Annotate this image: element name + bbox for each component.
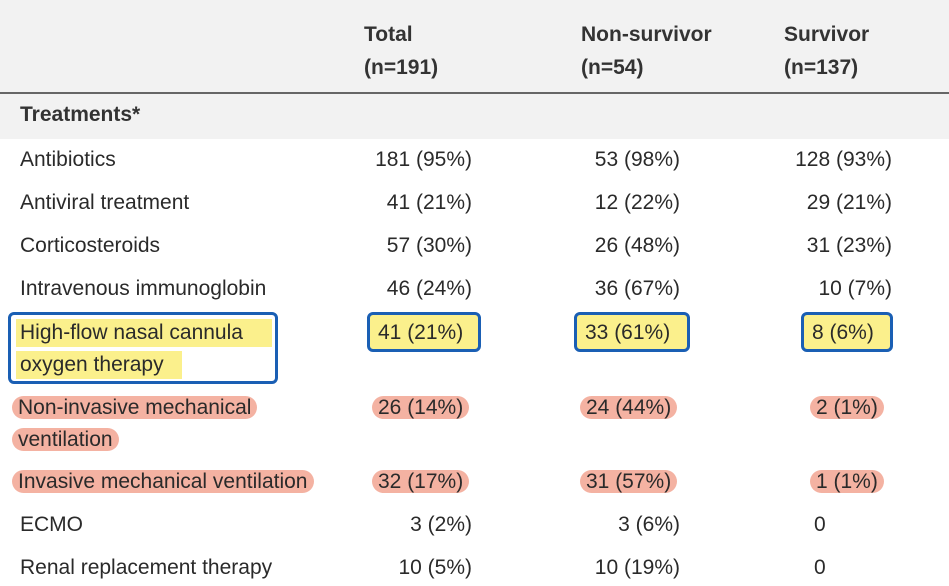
cell-survivor: 0 [814, 513, 826, 536]
highlight-box-total: 41 (21%) [367, 312, 481, 352]
header-total-title: Total [364, 23, 413, 46]
table-row: ECMO 3 (2%) 3 (6%) 0 [0, 509, 949, 541]
highlight-box-non-survivor: 33 (61%) [574, 312, 690, 352]
cell-survivor: 128 (93%) [795, 148, 892, 171]
cell-survivor: 2 (1%) [810, 396, 884, 419]
row-label: Antiviral treatment [20, 191, 190, 214]
table-row: Renal replacement therapy 10 (5%) 10 (19… [0, 552, 949, 584]
cell-total: 41 (21%) [378, 321, 464, 344]
row-label: Corticosteroids [20, 234, 161, 257]
cell-survivor: 29 (21%) [806, 191, 892, 214]
row-label: Invasive mechanical ventilation [12, 470, 314, 493]
header-non-survivor-title: Non-survivor [581, 23, 712, 46]
header-total: Total (n=191) [364, 18, 438, 84]
table-header: Total (n=191) Non-survivor (n=54) Surviv… [0, 0, 949, 94]
cell-total: 10 (5%) [398, 556, 472, 579]
row-label: ECMO [20, 513, 83, 536]
cell-total: 32 (17%) [372, 470, 470, 493]
cell-non-survivor: 10 (19%) [594, 556, 680, 579]
row-label: Renal replacement therapy [20, 556, 273, 579]
cell-total: 57 (30%) [386, 234, 472, 257]
header-non-survivor: Non-survivor (n=54) [581, 18, 712, 84]
section-row: Treatments* [0, 94, 949, 139]
cell-non-survivor: 26 (48%) [594, 234, 680, 257]
row-label-line2: ventilation [12, 428, 119, 451]
cell-non-survivor-wrap: 24 (44%) [580, 392, 678, 424]
cell-total: 26 (14%) [372, 396, 470, 419]
row-label-line2: oxygen therapy [20, 353, 164, 376]
cell-survivor: 31 (23%) [806, 234, 892, 257]
cell-non-survivor: 3 (6%) [618, 513, 680, 536]
header-non-survivor-n: (n=54) [581, 56, 644, 79]
table-row: Intravenous immunoglobin 46 (24%) 36 (67… [0, 273, 949, 305]
cell-survivor: 10 (7%) [818, 277, 892, 300]
cell-total: 41 (21%) [386, 191, 472, 214]
row-label: Antibiotics [20, 148, 116, 171]
row-label-line1: Non-invasive mechanical [12, 396, 258, 419]
table-row: Corticosteroids 57 (30%) 26 (48%) 31 (23… [0, 230, 949, 262]
row-label-line1-wrap: Non-invasive mechanical [12, 392, 258, 424]
highlight-box-survivor: 8 (6%) [801, 312, 893, 352]
cell-survivor: 0 [814, 556, 826, 579]
row-label-line1: High-flow nasal cannula [20, 321, 243, 344]
highlight-fill [16, 351, 182, 379]
cell-non-survivor: 12 (22%) [594, 191, 680, 214]
cell-non-survivor: 36 (67%) [594, 277, 680, 300]
cell-survivor: 1 (1%) [810, 470, 884, 493]
table-row: Antibiotics 181 (95%) 53 (98%) 128 (93%) [0, 144, 949, 176]
cell-non-survivor: 33 (61%) [585, 321, 671, 344]
table-row-highlighted: Non-invasive mechanical ventilation 26 (… [0, 392, 949, 456]
cell-total: 181 (95%) [375, 148, 472, 171]
highlight-box-label: High-flow nasal cannula oxygen therapy [8, 312, 278, 384]
cell-total-wrap: 26 (14%) [372, 392, 470, 424]
cell-survivor-wrap: 1 (1%) [810, 466, 884, 498]
row-label: Intravenous immunoglobin [20, 277, 267, 300]
table-row: Antiviral treatment 41 (21%) 12 (22%) 29… [0, 187, 949, 219]
table-row-highlighted: Invasive mechanical ventilation 32 (17%)… [0, 466, 949, 498]
header-survivor-title: Survivor [784, 23, 870, 46]
highlight-fill [16, 319, 272, 347]
row-label-wrap: Invasive mechanical ventilation [12, 466, 314, 498]
cell-total-wrap: 32 (17%) [372, 466, 470, 498]
cell-non-survivor: 31 (57%) [580, 470, 678, 493]
section-title: Treatments* [20, 103, 141, 126]
header-total-n: (n=191) [364, 56, 439, 79]
cell-survivor-wrap: 2 (1%) [810, 392, 884, 424]
header-survivor: Survivor (n=137) [784, 18, 869, 84]
cell-total: 3 (2%) [410, 513, 472, 536]
cell-non-survivor: 24 (44%) [580, 396, 678, 419]
table-row-highlighted: High-flow nasal cannula oxygen therapy 4… [0, 312, 949, 384]
header-survivor-n: (n=137) [784, 56, 859, 79]
cell-non-survivor-wrap: 31 (57%) [580, 466, 678, 498]
row-label-line2-wrap: ventilation [12, 424, 119, 456]
cell-non-survivor: 53 (98%) [594, 148, 680, 171]
cell-survivor: 8 (6%) [812, 321, 874, 344]
cell-total: 46 (24%) [386, 277, 472, 300]
